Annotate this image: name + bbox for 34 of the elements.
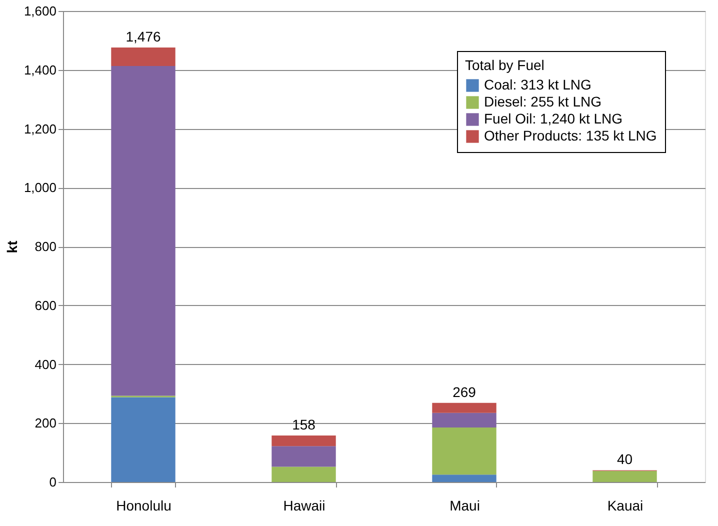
bar — [432, 412, 496, 428]
total-label: 158 — [292, 416, 316, 432]
y-tick-label: 400 — [34, 356, 56, 372]
bar — [272, 435, 336, 446]
x-tick-label: Maui — [450, 498, 480, 514]
bar — [432, 474, 496, 482]
x-tick-label: Honolulu — [116, 498, 172, 514]
bar — [432, 402, 496, 413]
y-tick-label: 200 — [34, 416, 56, 431]
y-tick-label: 1,400 — [24, 62, 56, 78]
y-tick-label: 800 — [34, 239, 56, 254]
legend-label: Fuel Oil: 1,240 kt LNG — [484, 110, 623, 126]
total-label: 269 — [452, 384, 476, 400]
y-tick-label: 600 — [34, 298, 56, 313]
y-tick-label: 1,600 — [24, 4, 56, 18]
legend-label: Diesel: 255 kt LNG — [484, 94, 602, 110]
bar — [432, 428, 496, 475]
bar — [111, 48, 176, 66]
bar — [272, 466, 336, 482]
bar — [592, 470, 657, 482]
bar — [111, 397, 176, 482]
y-tick-label: 1,000 — [24, 180, 56, 196]
y-tick-label: 1,200 — [24, 121, 56, 136]
legend-label: Other Products: 135 kt LNG — [484, 128, 657, 144]
legend-title: Total by Fuel — [465, 57, 544, 73]
y-tick-label: 0 — [49, 474, 56, 490]
legend-label: Coal: 313 kt LNG — [484, 76, 592, 92]
y-axis-title: kt — [4, 240, 20, 254]
total-label: 40 — [616, 451, 633, 468]
bar — [272, 446, 336, 467]
x-tick-label: Hawaii — [283, 498, 326, 514]
x-tick-label: Kauai — [607, 498, 644, 514]
total-label: 1,476 — [126, 28, 161, 45]
bar — [111, 66, 176, 396]
